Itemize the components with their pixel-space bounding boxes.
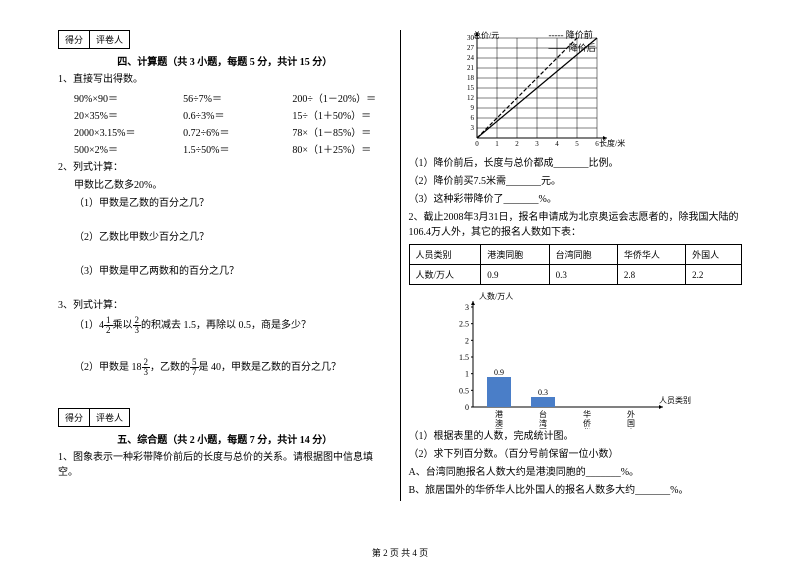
- svg-text:同: 同: [495, 428, 503, 429]
- r3-pa: A、台湾同胞报名人数大约是港澳同胞的_______%。: [409, 465, 743, 480]
- svg-text:2: 2: [465, 336, 469, 345]
- calc-item: 200÷（1－20%）＝: [292, 90, 391, 105]
- svg-text:华: 华: [583, 427, 591, 429]
- svg-text:华: 华: [583, 409, 591, 419]
- calc-item: 0.72÷6%＝: [183, 124, 282, 139]
- svg-text:国: 国: [627, 419, 635, 428]
- svg-text:2.5: 2.5: [459, 320, 469, 329]
- svg-text:0: 0: [465, 403, 469, 412]
- r3-pb: B、旅居国外的华侨华人比外国人的报名人数多大约_______%。: [409, 483, 743, 498]
- calc-item: 20×35%＝: [74, 107, 173, 122]
- r3-p2: （2）求下列百分数。（百分号前保留一位小数）: [409, 447, 743, 462]
- calc-item: 0.6÷3%＝: [183, 107, 282, 122]
- svg-text:15: 15: [467, 84, 475, 92]
- svg-text:24: 24: [467, 54, 475, 62]
- svg-text:外: 外: [627, 409, 635, 419]
- q2-p3: （3）甲数是甲乙两数和的百分之几？: [74, 264, 392, 279]
- q1-stem: 1、直接写出得数。: [58, 72, 392, 87]
- svg-text:湾: 湾: [539, 418, 547, 428]
- calc-item: 56÷7%＝: [183, 90, 282, 105]
- svg-text:人员类别: 人员类别: [659, 395, 691, 405]
- svg-text:1: 1: [495, 140, 499, 148]
- q3-p2: （2）甲数是 1823，乙数的57是 40，甲数是乙数的百分之几？: [74, 358, 392, 377]
- section-4-title: 四、计算题（共 3 小题，每题 5 分，共计 15 分）: [58, 53, 392, 68]
- svg-text:4: 4: [555, 140, 559, 148]
- svg-text:0: 0: [475, 140, 479, 148]
- calc-item: 500×2%＝: [74, 141, 173, 156]
- calc-item: 15÷（1＋50%）＝: [292, 107, 391, 122]
- line-chart: ----- 降价前 —— 降价后 01234563691215182124273…: [449, 30, 629, 150]
- svg-text:同: 同: [539, 428, 547, 429]
- svg-text:人: 人: [627, 428, 635, 429]
- r1-p3: （3）这种彩带降价了_______%。: [409, 192, 743, 207]
- page-footer: 第 2 页 共 4 页: [0, 546, 800, 559]
- q3-stem: 3、列式计算：: [58, 298, 392, 313]
- r1-p2: （2）降价前买7.5米需_______元。: [409, 174, 743, 189]
- calc-item: 1.5÷50%＝: [183, 141, 282, 156]
- svg-text:3: 3: [470, 124, 474, 132]
- svg-text:侨: 侨: [583, 418, 591, 428]
- svg-text:6: 6: [470, 114, 474, 122]
- chart-legend: ----- 降价前 —— 降价后: [549, 28, 596, 54]
- svg-text:2: 2: [515, 140, 519, 148]
- svg-text:0.9: 0.9: [494, 368, 504, 377]
- q2-stem: 2、列式计算：: [58, 160, 392, 175]
- q2-p1: （1）甲数是乙数的百分之几？: [74, 196, 392, 211]
- svg-text:0.3: 0.3: [538, 388, 548, 397]
- bar-chart: 人数/万人00.511.522.530.9港澳同胞0.3台湾同胞华侨华人外国人人…: [439, 289, 699, 429]
- score-cell: 得分: [59, 31, 90, 48]
- svg-text:澳: 澳: [495, 418, 503, 428]
- svg-text:总价/元: 总价/元: [473, 30, 499, 40]
- svg-text:1.5: 1.5: [459, 353, 469, 362]
- grader-cell: 评卷人: [90, 409, 129, 426]
- svg-text:5: 5: [575, 140, 579, 148]
- score-cell: 得分: [59, 409, 90, 426]
- data-table: 人员类别港澳同胞台湾同胞华侨华人外国人 人数/万人0.90.32.82.2: [409, 244, 743, 285]
- svg-text:9: 9: [470, 104, 474, 112]
- svg-text:27: 27: [467, 44, 475, 52]
- svg-text:18: 18: [467, 74, 475, 82]
- q2-p2: （2）乙数比甲数少百分之几？: [74, 230, 392, 245]
- svg-text:3: 3: [535, 140, 539, 148]
- svg-text:人数/万人: 人数/万人: [479, 291, 513, 301]
- calc-item: 80×（1＋25%）＝: [292, 141, 391, 156]
- svg-text:0.5: 0.5: [459, 386, 469, 395]
- q3-p1: （1）412乘以23的积减去 1.5，再除以 0.5，商是多少？: [74, 316, 392, 335]
- svg-text:长度/米: 长度/米: [599, 138, 625, 148]
- calc-grid: 90%×90＝ 56÷7%＝ 200÷（1－20%）＝ 20×35%＝ 0.6÷3%＝ 1…: [74, 90, 392, 156]
- svg-text:港: 港: [495, 409, 503, 419]
- grader-cell: 评卷人: [90, 31, 129, 48]
- svg-text:12: 12: [467, 94, 475, 102]
- calc-item: 78×（1－85%）＝: [292, 124, 391, 139]
- r3-p1: （1）根据表里的人数，完成统计图。: [409, 429, 743, 444]
- svg-text:21: 21: [467, 64, 475, 72]
- s5-q1-stem: 1、图象表示一种彩带降价前后的长度与总价的关系。请根据图中信息填空。: [58, 450, 392, 480]
- calc-item: 90%×90＝: [74, 90, 173, 105]
- svg-text:1: 1: [465, 370, 469, 379]
- calc-item: 2000×3.15%＝: [74, 124, 173, 139]
- svg-text:台: 台: [539, 409, 547, 419]
- q2-line1: 甲数比乙数多20%。: [74, 178, 392, 193]
- section-5-title: 五、综合题（共 2 小题，每题 7 分，共计 14 分）: [58, 431, 392, 446]
- r2-stem: 2、截止2008年3月31日，报名申请成为北京奥运会志愿者的，除我国大陆的106…: [409, 210, 743, 240]
- svg-text:3: 3: [465, 303, 469, 312]
- r1-p1: （1）降价前后，长度与总价都成_______比例。: [409, 156, 743, 171]
